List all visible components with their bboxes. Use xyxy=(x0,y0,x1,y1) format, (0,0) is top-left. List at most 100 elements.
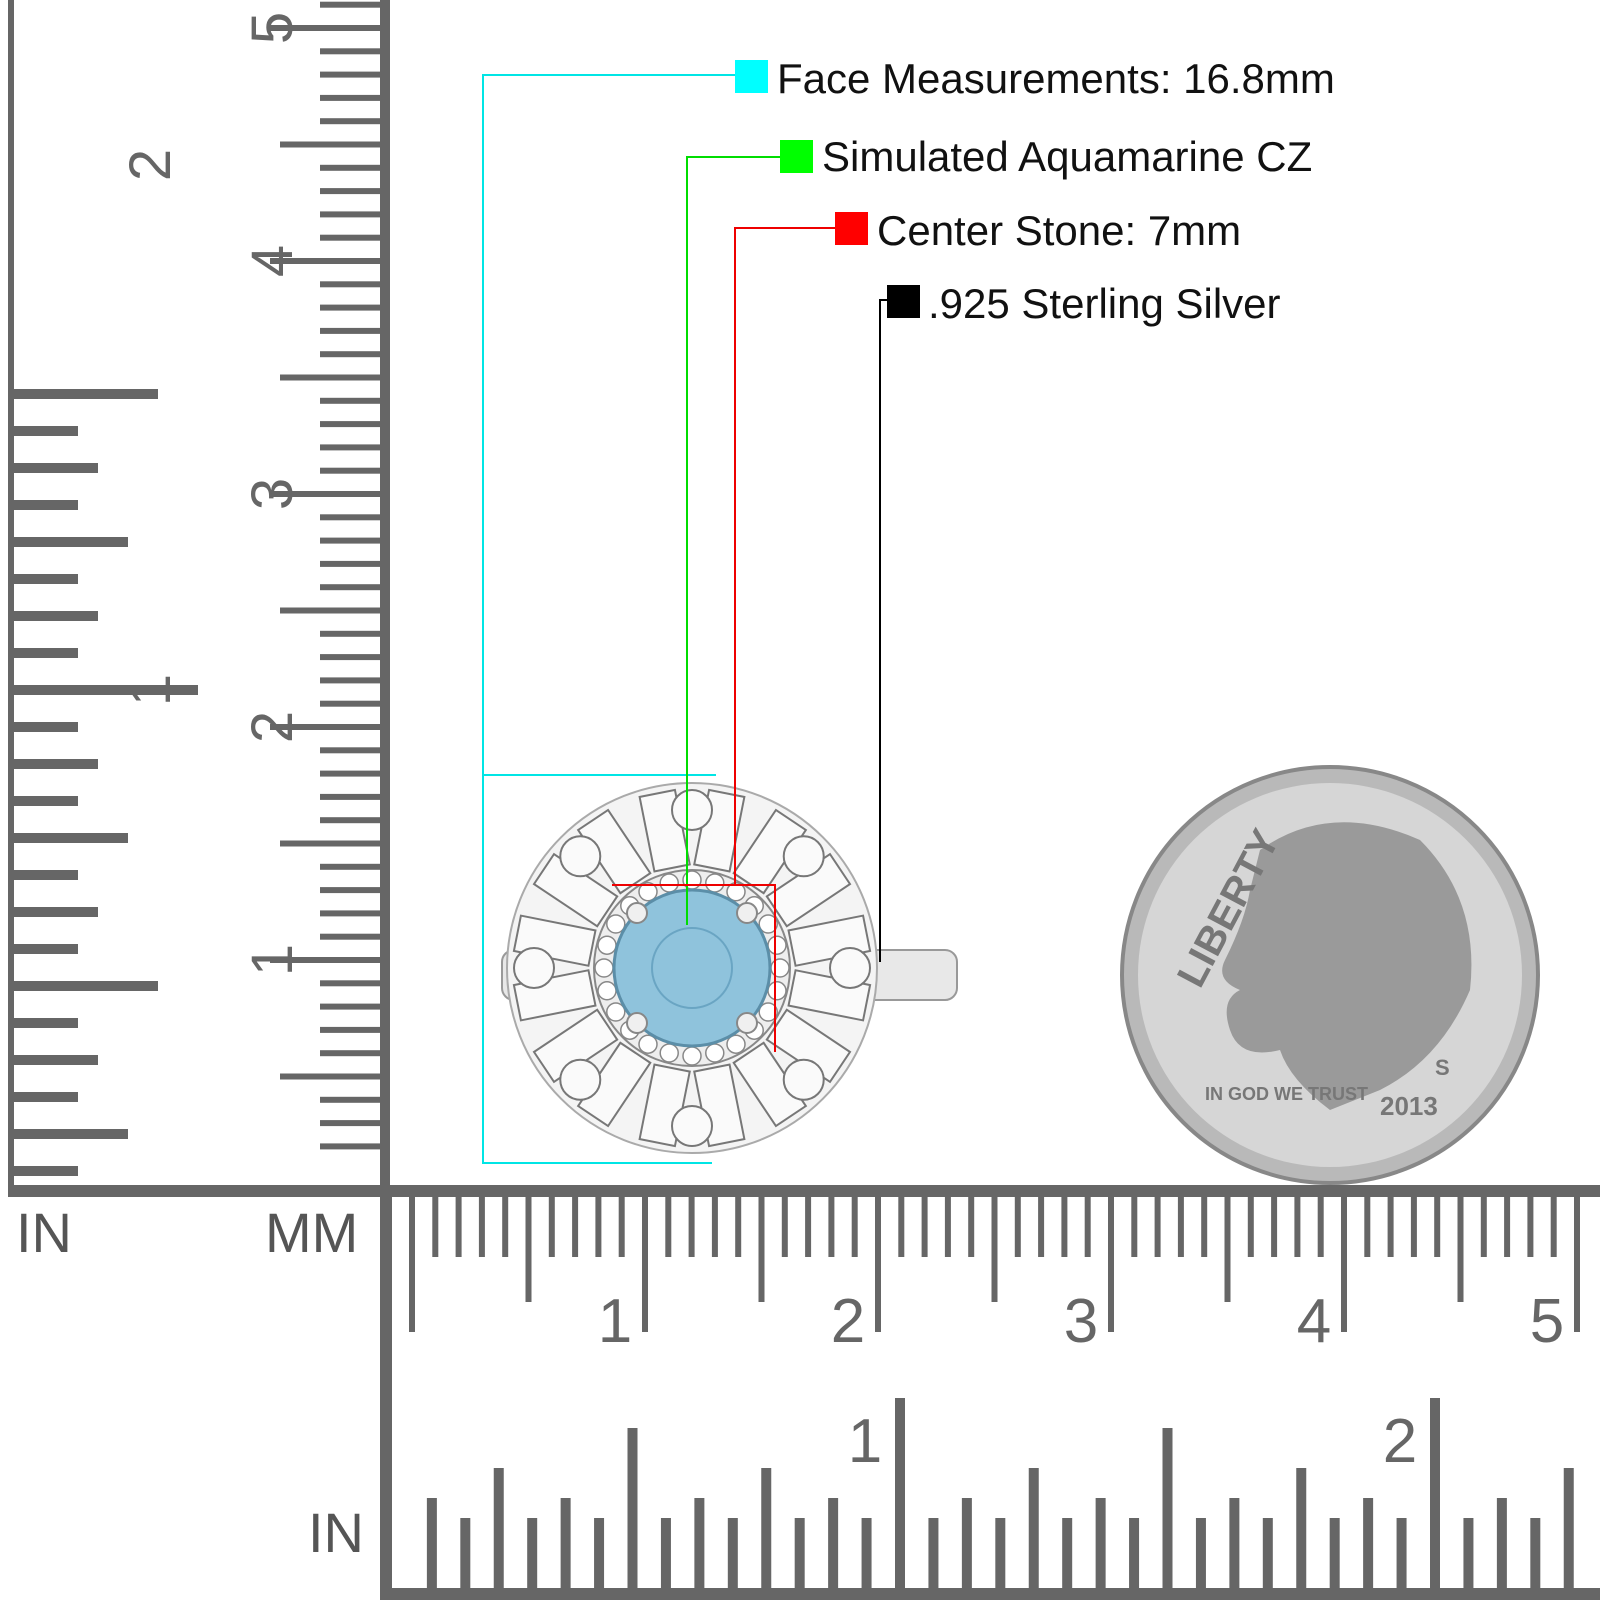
inch-tick xyxy=(961,1498,972,1588)
mm-tick xyxy=(320,654,380,661)
vertical-ruler-edge xyxy=(380,0,390,1195)
vertical-ruler-edge xyxy=(8,0,14,1195)
inch-tick xyxy=(1496,1498,1507,1588)
mm-tick xyxy=(409,1197,415,1332)
mm-tick xyxy=(1504,1197,1511,1257)
mm-tick xyxy=(991,1197,998,1302)
inch-tick xyxy=(1229,1498,1240,1588)
mm-tick xyxy=(828,1197,835,1257)
pave-stone xyxy=(758,914,778,934)
mm-tick xyxy=(270,491,380,497)
inch-tick xyxy=(895,1398,905,1588)
round-accent-stone xyxy=(829,947,871,989)
inch-tick xyxy=(8,944,78,954)
inch-tick xyxy=(493,1468,504,1588)
inch-tick xyxy=(794,1518,805,1588)
inch-tick xyxy=(1095,1498,1106,1588)
inch-tick xyxy=(8,1055,98,1065)
mm-tick xyxy=(548,1197,555,1257)
inch-tick xyxy=(1195,1518,1206,1588)
mm-tick xyxy=(320,234,380,241)
mm-tick xyxy=(898,1197,905,1257)
inch-tick xyxy=(8,796,78,806)
aquamarine-line xyxy=(686,156,780,925)
mm-tick xyxy=(320,444,380,451)
mm-tick xyxy=(320,817,380,824)
cm-number: 4 xyxy=(1297,1287,1331,1356)
horizontal-inch-unit: IN xyxy=(308,1501,364,1564)
inch-tick xyxy=(1162,1428,1173,1588)
mm-tick xyxy=(320,677,380,684)
pave-stone xyxy=(638,882,658,902)
horizontal-ruler-edge xyxy=(380,1185,392,1600)
mm-tick xyxy=(1527,1197,1534,1257)
cm-number: 2 xyxy=(831,1287,865,1356)
mm-tick xyxy=(320,887,380,894)
round-accent-stone xyxy=(559,835,602,878)
pave-stone xyxy=(606,914,626,934)
inch-tick xyxy=(8,981,158,991)
pave-stone xyxy=(770,958,790,978)
mm-tick xyxy=(1224,1197,1231,1302)
mm-tick xyxy=(1014,1197,1021,1257)
mm-tick xyxy=(320,1096,380,1103)
inch-tick xyxy=(1530,1518,1541,1588)
cm-number: 3 xyxy=(240,478,305,510)
mm-tick xyxy=(968,1197,975,1257)
inch-tick xyxy=(8,389,158,399)
silver-swatch xyxy=(887,285,920,318)
mm-tick xyxy=(320,1003,380,1010)
mm-tick xyxy=(921,1197,928,1257)
mm-tick xyxy=(1574,1197,1580,1332)
mm-tick xyxy=(320,118,380,125)
inch-tick xyxy=(8,426,78,436)
mm-tick xyxy=(270,25,380,31)
mm-tick xyxy=(280,1073,380,1080)
callout-lines xyxy=(482,74,887,1164)
mm-tick xyxy=(1177,1197,1184,1257)
mm-tick xyxy=(572,1197,579,1257)
mm-tick xyxy=(851,1197,858,1257)
cm-number: 4 xyxy=(240,245,305,277)
mm-tick xyxy=(502,1197,509,1257)
mm-tick xyxy=(1410,1197,1417,1257)
mm-tick xyxy=(320,351,380,358)
mm-tick xyxy=(1364,1197,1371,1257)
cm-number: 2 xyxy=(240,711,305,743)
inch-number: 1 xyxy=(848,1407,882,1476)
inch-tick xyxy=(8,870,78,880)
mm-tick xyxy=(320,514,380,521)
mm-tick xyxy=(320,164,380,171)
inch-tick xyxy=(1363,1498,1374,1588)
mm-tick xyxy=(758,1197,765,1302)
mm-tick xyxy=(320,793,380,800)
inch-tick xyxy=(8,463,98,473)
inch-tick xyxy=(8,833,128,843)
mm-tick xyxy=(320,281,380,288)
mm-tick xyxy=(280,840,380,847)
pave-stone xyxy=(758,1002,778,1022)
inch-tick xyxy=(8,1129,128,1139)
mm-tick xyxy=(944,1197,951,1257)
inch-tick xyxy=(1396,1518,1407,1588)
inch-tick xyxy=(560,1498,571,1588)
mm-tick xyxy=(1201,1197,1208,1257)
inch-tick xyxy=(1129,1518,1140,1588)
silver-label: .925 Sterling Silver xyxy=(928,280,1281,327)
mm-tick xyxy=(320,467,380,474)
mm-tick xyxy=(320,747,380,754)
mm-tick xyxy=(320,560,380,567)
inch-tick xyxy=(1329,1518,1340,1588)
mm-tick xyxy=(320,1,380,8)
inch-tick xyxy=(8,1092,78,1102)
round-accent-stone xyxy=(782,1058,825,1101)
vertical-mm-unit: MM xyxy=(265,1201,359,1264)
inch-tick xyxy=(8,685,198,695)
pave-stone xyxy=(606,1002,626,1022)
inch-tick xyxy=(8,574,78,584)
inch-tick xyxy=(426,1498,437,1588)
mm-tick xyxy=(688,1197,695,1257)
inch-number: 2 xyxy=(1383,1407,1417,1476)
mm-tick xyxy=(781,1197,788,1257)
